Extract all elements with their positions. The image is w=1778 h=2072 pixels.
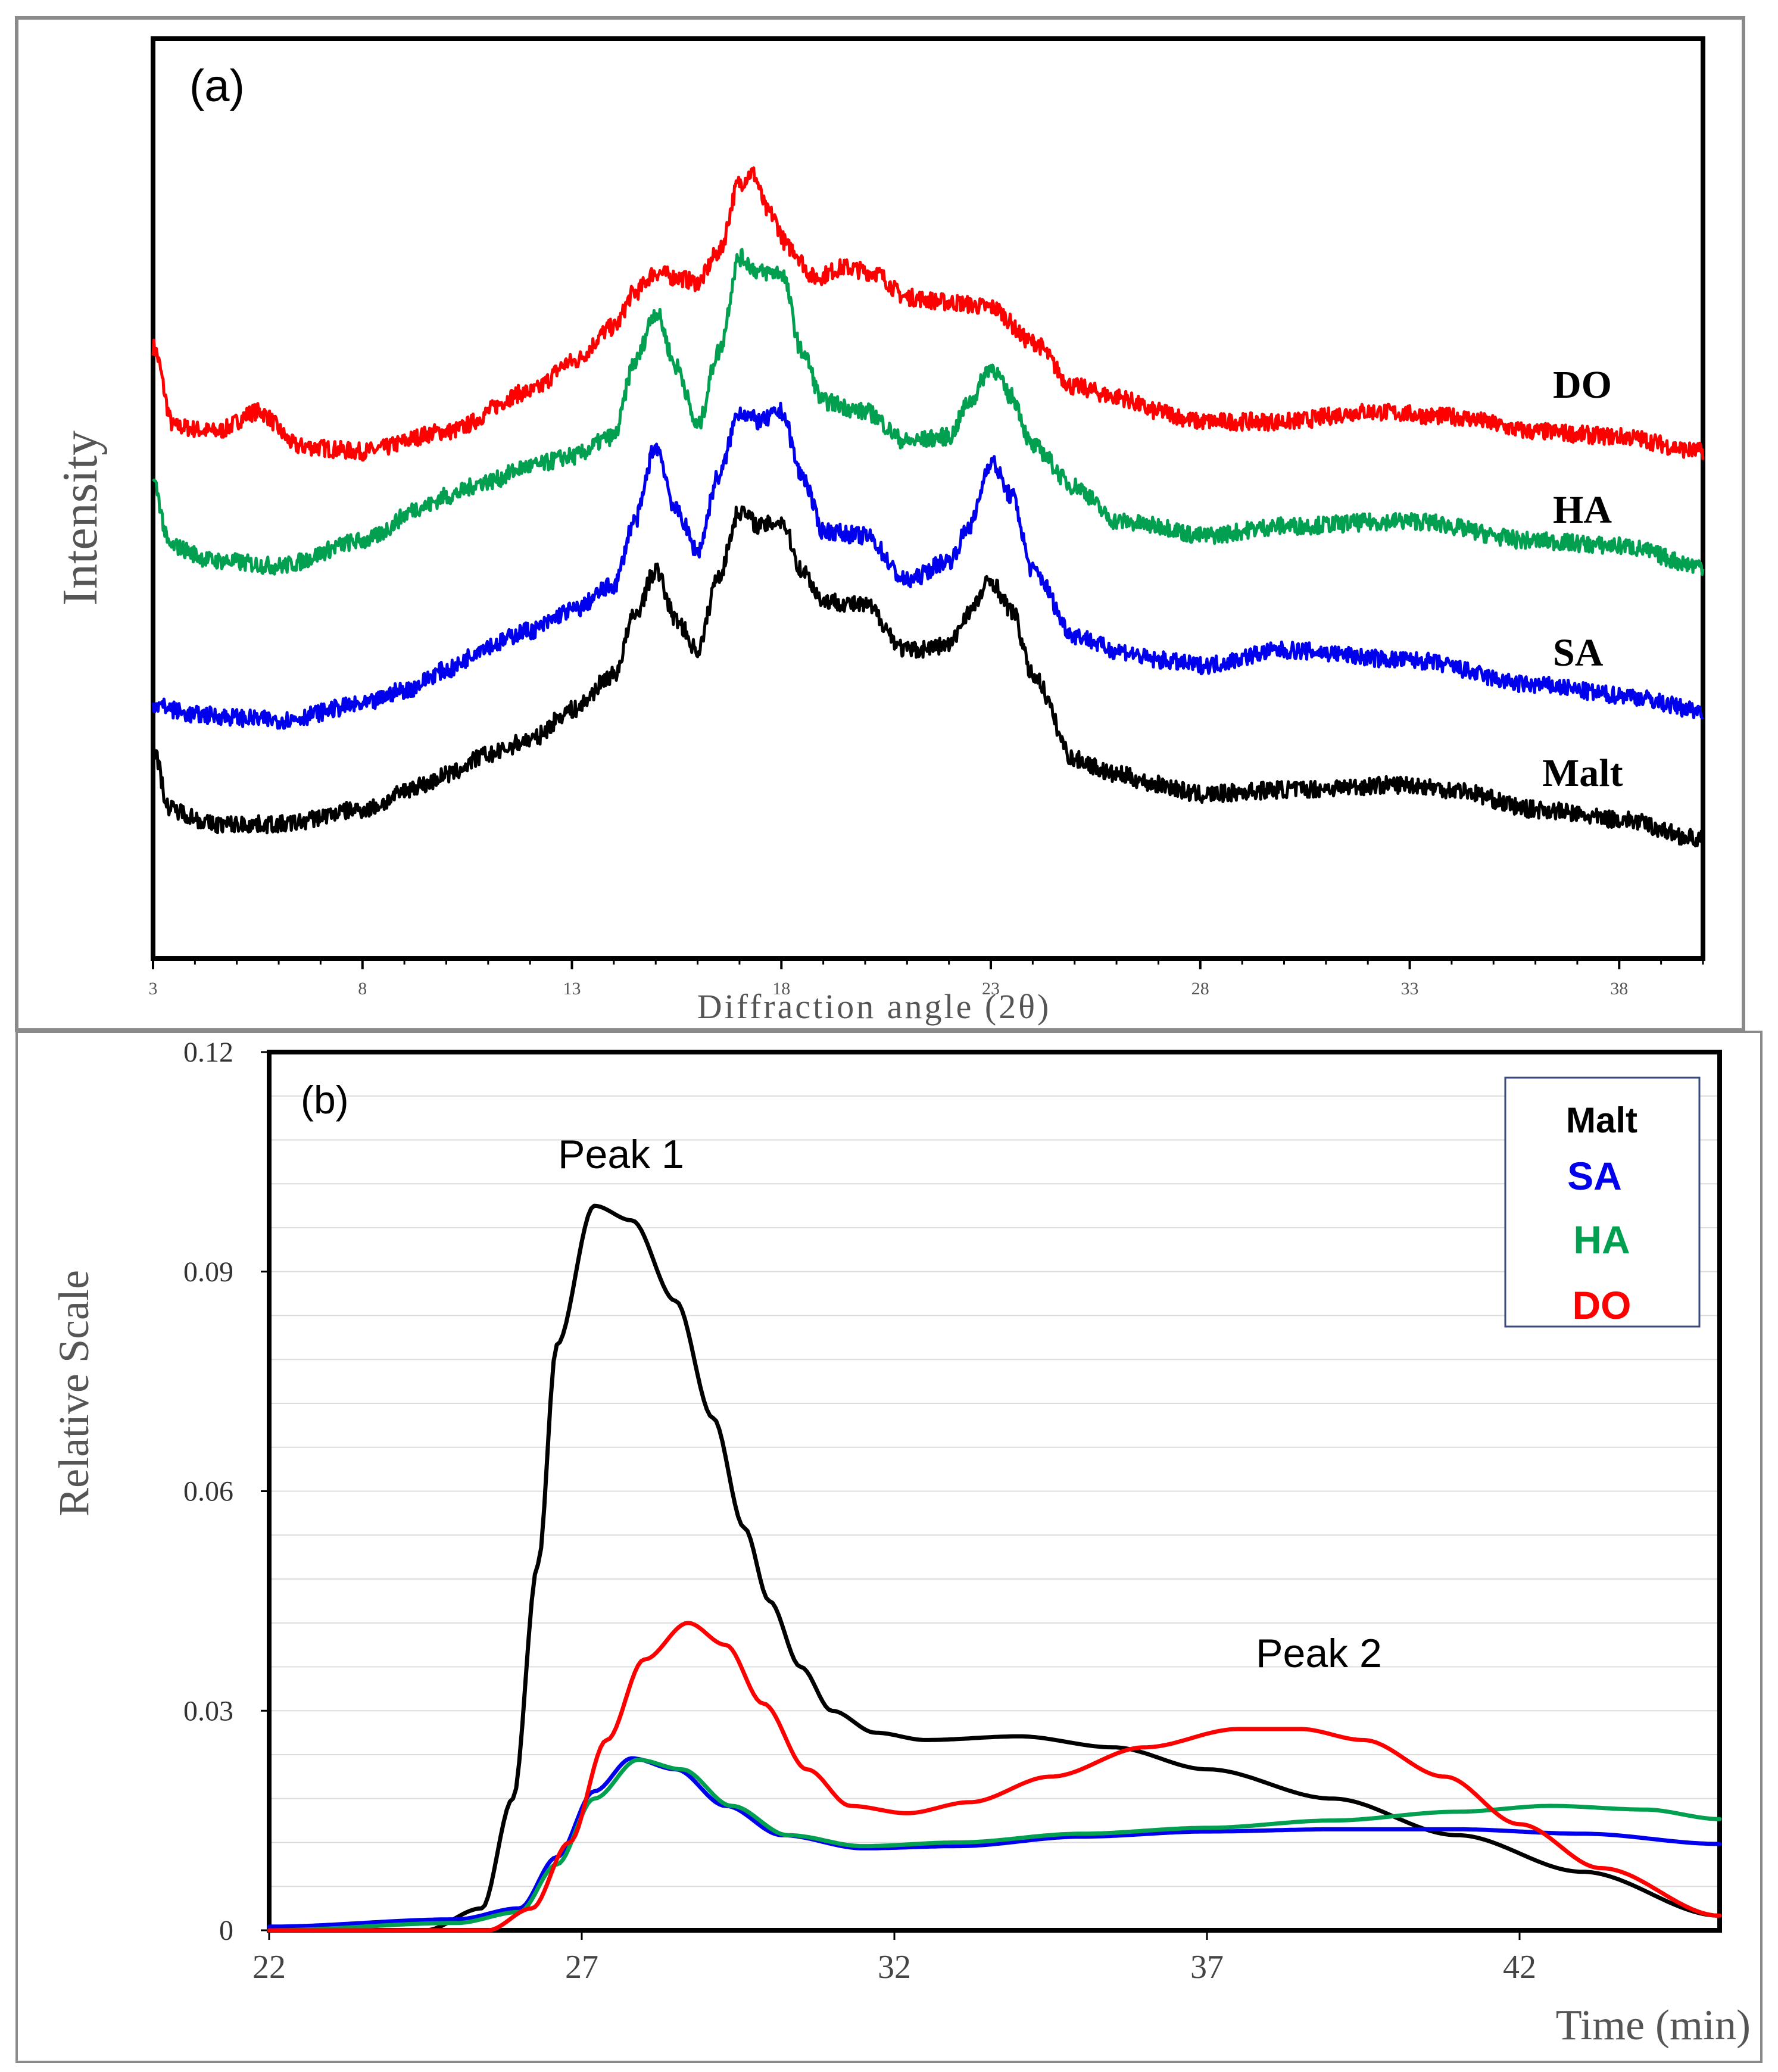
series-line-do — [151, 166, 1705, 462]
series-line-malt — [267, 1203, 1722, 1933]
panel-b-y-axis-label: Relative Scale — [50, 1270, 98, 1516]
panel-b-chromatogram-chart: (b) Relative Scale Time (min) 00.030.060… — [15, 1031, 1763, 2063]
panel-a-label: (a) — [189, 61, 245, 111]
x-tick-label-42: 42 — [1503, 1949, 1536, 1986]
panel-b-series — [267, 1203, 1722, 1933]
panel-b-outer-frame — [15, 1031, 1763, 2063]
y-tick-label: 0.09 — [183, 1256, 233, 1288]
panel-b-label: (b) — [301, 1078, 349, 1122]
x-tick-label-18: 18 — [772, 979, 790, 998]
series-line-do — [267, 1621, 1722, 1933]
panel-b-y-ticks: 0 0.03 0.06 0.09 0.12 — [183, 1037, 269, 1946]
x-tick-label-28: 28 — [1191, 979, 1209, 998]
panel-b-gridlines — [269, 1095, 1720, 1887]
y-tick-label: 0.06 — [183, 1476, 233, 1508]
panel-a-outer-frame — [15, 16, 1745, 1032]
x-tick-label-37: 37 — [1190, 1949, 1224, 1986]
x-tick-label-22: 22 — [252, 1949, 286, 1986]
annotation-peak-2: Peak 2 — [1256, 1631, 1382, 1676]
legend-item-malt: Malt — [1566, 1100, 1637, 1140]
series-line-sa — [151, 401, 1704, 730]
panel-b-x-axis-label: Time (min) — [1556, 2001, 1751, 2049]
panel-a-plot-area — [151, 36, 1705, 961]
x-tick-label-33: 33 — [1401, 979, 1419, 998]
panel-a-series — [151, 166, 1705, 848]
legend-item-ha: HA — [1573, 1218, 1630, 1262]
legend-box — [1504, 1076, 1701, 1328]
panel-b-legend: Malt SA HA DO — [1504, 1076, 1701, 1328]
panel-b-x-ticks: 22 27 32 37 42 — [252, 1930, 1536, 1986]
x-tick-label-38: 38 — [1610, 979, 1628, 998]
y-tick-label: 0 — [219, 1915, 233, 1946]
series-line-ha — [152, 248, 1705, 576]
x-tick-label-23: 23 — [982, 979, 1000, 998]
series-line-malt — [151, 505, 1705, 848]
annotation-peak-1: Peak 1 — [558, 1132, 684, 1177]
panel-a-x-axis-label: Diffraction angle (2θ) — [697, 987, 1052, 1026]
series-label-ha: HA — [1553, 488, 1612, 532]
series-label-malt: Malt — [1542, 751, 1623, 795]
panel-a-x-ticks: 3 8 13 18 23 28 33 38 — [149, 959, 1704, 998]
series-label-do: DO — [1553, 363, 1612, 407]
x-tick-label-3: 3 — [149, 979, 158, 998]
x-tick-label-32: 32 — [878, 1949, 911, 1986]
x-tick-label-13: 13 — [563, 979, 581, 998]
y-tick-label: 0.12 — [183, 1037, 233, 1068]
x-tick-label-8: 8 — [358, 979, 367, 998]
legend-item-sa: SA — [1567, 1154, 1622, 1198]
series-label-sa: SA — [1553, 631, 1604, 675]
series-line-ha — [267, 1758, 1722, 1933]
series-line-sa — [267, 1756, 1722, 1929]
panel-a-y-axis-label: Intensity — [52, 430, 108, 606]
y-tick-label: 0.03 — [183, 1695, 233, 1727]
x-tick-label-27: 27 — [565, 1949, 598, 1986]
panel-a-series-labels: DO HA SA Malt — [1542, 363, 1623, 795]
legend-item-do: DO — [1573, 1283, 1632, 1327]
